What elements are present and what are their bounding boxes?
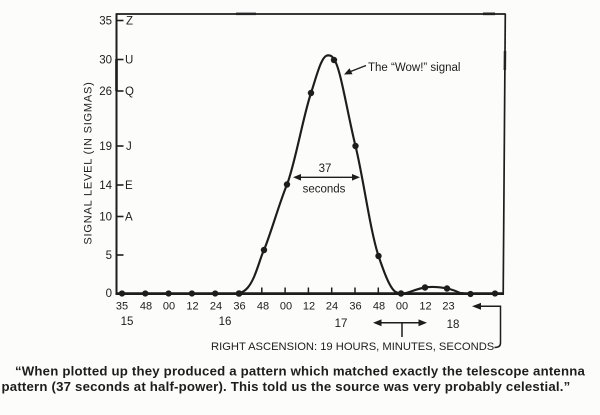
svg-text:seconds: seconds	[303, 184, 346, 196]
svg-text:37: 37	[319, 163, 332, 175]
svg-text:15: 15	[121, 316, 134, 328]
svg-text:30: 30	[99, 55, 112, 67]
svg-text:0: 0	[106, 288, 112, 300]
svg-text:U: U	[125, 55, 133, 67]
svg-text:J: J	[126, 141, 132, 153]
svg-text:00: 00	[280, 301, 292, 313]
svg-text:The “Wow!” signal: The “Wow!” signal	[368, 62, 460, 74]
svg-text:Q: Q	[125, 86, 134, 98]
svg-text:00: 00	[163, 301, 175, 313]
svg-text:35: 35	[116, 301, 128, 313]
svg-text:36: 36	[233, 301, 245, 313]
svg-text:24: 24	[210, 301, 222, 313]
svg-text:16: 16	[219, 316, 232, 328]
svg-text:48: 48	[257, 301, 269, 313]
svg-text:26: 26	[99, 86, 112, 98]
svg-text:12: 12	[419, 301, 431, 313]
svg-text:18: 18	[447, 319, 460, 331]
svg-text:Z: Z	[126, 16, 133, 28]
svg-text:48: 48	[373, 301, 385, 313]
svg-text:19: 19	[99, 141, 112, 153]
svg-text:pattern (37 seconds at half-po: pattern (37 seconds at half-power). This…	[2, 379, 571, 394]
svg-text:12: 12	[186, 301, 198, 313]
svg-text:12: 12	[303, 301, 315, 313]
svg-text:14: 14	[99, 180, 112, 192]
svg-text:24: 24	[326, 301, 338, 313]
svg-text:35: 35	[99, 16, 112, 28]
svg-text:17: 17	[335, 318, 348, 330]
svg-text:A: A	[125, 212, 133, 224]
svg-text:SIGNAL LEVEL (IN SIGMAS): SIGNAL LEVEL (IN SIGMAS)	[83, 81, 95, 244]
svg-text:10: 10	[99, 212, 112, 224]
svg-text:23: 23	[442, 301, 454, 313]
svg-text:36: 36	[349, 301, 361, 313]
svg-text:00: 00	[396, 301, 408, 313]
svg-text:E: E	[125, 180, 133, 192]
svg-text:“When plotted up they produced: “When plotted up they produced a pattern…	[15, 364, 586, 379]
svg-text:RIGHT ASCENSION: 19 HOURS, MIN: RIGHT ASCENSION: 19 HOURS, MINUTES, SECO…	[211, 341, 494, 353]
svg-text:5: 5	[106, 250, 112, 262]
svg-text:48: 48	[140, 301, 152, 313]
